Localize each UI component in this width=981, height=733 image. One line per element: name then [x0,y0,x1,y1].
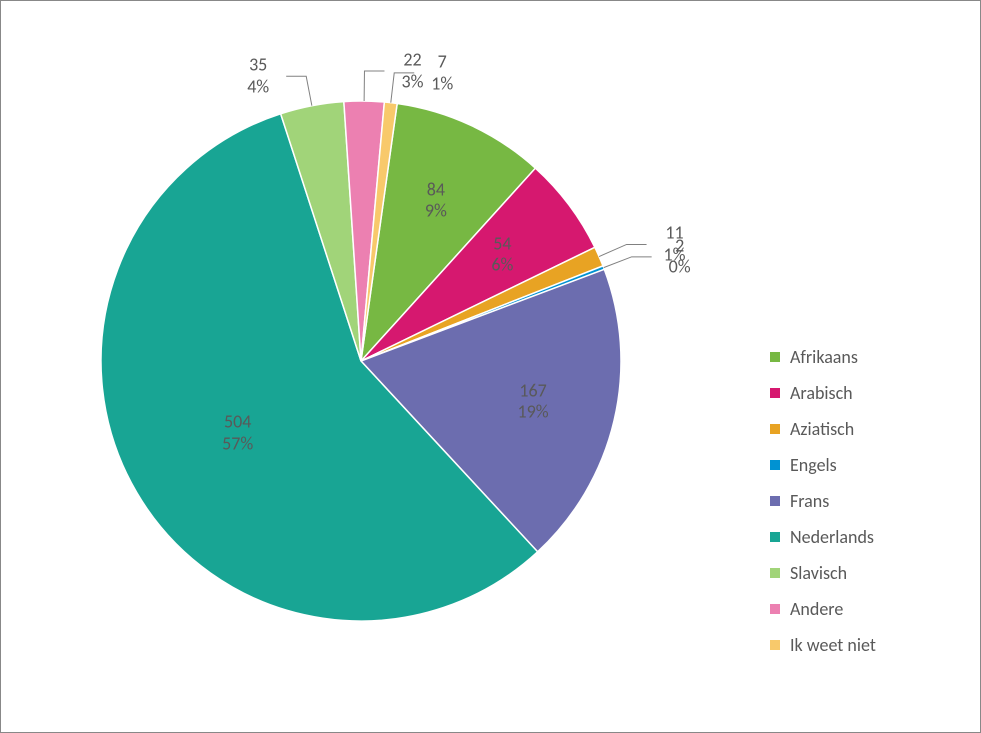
slice-label: 71% [431,51,453,94]
legend-label: Engels [790,454,837,476]
leader-line [604,257,652,268]
legend-item: Arabisch [770,382,950,404]
slice-label: 50457% [222,412,253,455]
legend-label: Aziatisch [790,418,854,440]
legend-item: Andere [770,598,950,620]
slice-label: 20% [669,235,691,278]
legend-label: Afrikaans [790,346,858,368]
legend-swatch [770,388,780,398]
legend-swatch [770,460,780,470]
legend-swatch [770,604,780,614]
legend-swatch [770,496,780,506]
leader-line [599,244,646,256]
pie-chart: 849%546%111%20%16719%50457%354%223%71% [41,41,681,681]
slice-label: 223% [401,49,423,92]
slice-label: 16719% [518,380,549,423]
leader-line [286,76,312,105]
legend-label: Slavisch [790,562,847,584]
legend-swatch [770,640,780,650]
legend-swatch [770,532,780,542]
legend-item: Engels [770,454,950,476]
legend-item: Nederlands [770,526,950,548]
legend-label: Arabisch [790,382,853,404]
legend-item: Frans [770,490,950,512]
slice-label: 849% [425,179,447,222]
legend: Afrikaans Arabisch Aziatisch Engels Frans Ned… [770,346,950,670]
legend-item: Afrikaans [770,346,950,368]
legend-item: Slavisch [770,562,950,584]
legend-label: Andere [790,598,843,620]
legend-item: Aziatisch [770,418,950,440]
legend-swatch [770,568,780,578]
legend-swatch [770,352,780,362]
legend-label: Nederlands [790,526,874,548]
chart-frame: 849%546%111%20%16719%50457%354%223%71% A… [0,0,981,733]
pie-svg [41,41,681,681]
slice-label: 354% [247,55,269,98]
legend-label: Frans [790,490,829,512]
leader-line [364,71,384,101]
legend-swatch [770,424,780,434]
legend-label: Ik weet niet [790,634,876,656]
slice-label: 546% [491,233,513,276]
legend-item: Ik weet niet [770,634,950,656]
